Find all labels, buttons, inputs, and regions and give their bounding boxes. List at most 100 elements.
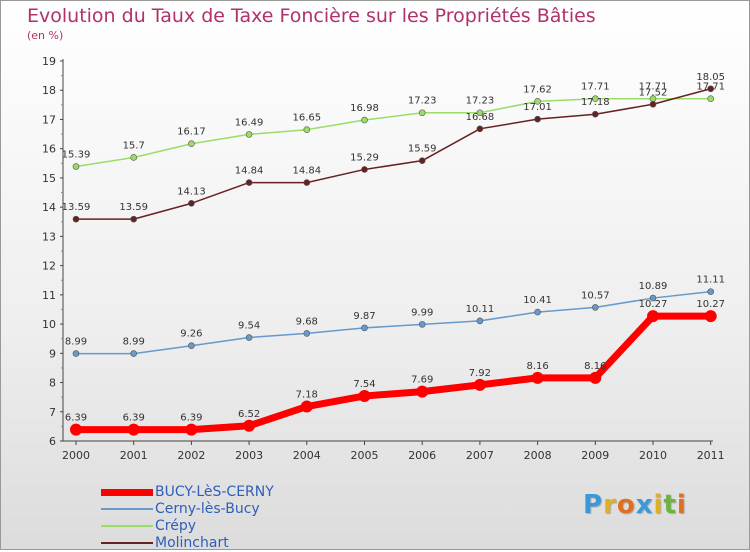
data-point xyxy=(72,215,80,223)
data-point xyxy=(589,371,602,384)
logo-letter: i xyxy=(676,490,687,520)
data-label: 8.99 xyxy=(123,337,145,348)
x-tick-label: 2009 xyxy=(581,449,609,462)
logo-letter: t xyxy=(663,490,677,520)
data-label: 7.54 xyxy=(353,379,375,390)
x-tick-label: 2001 xyxy=(120,449,148,462)
y-tick-label: 7 xyxy=(49,406,56,419)
data-point xyxy=(303,179,311,186)
data-label: 15.7 xyxy=(123,140,145,151)
y-tick-label: 12 xyxy=(42,260,56,273)
data-label: 18.05 xyxy=(696,72,725,83)
data-point xyxy=(245,179,253,186)
data-label: 17.62 xyxy=(523,84,552,95)
data-label: 17.18 xyxy=(581,97,610,108)
data-point xyxy=(591,110,599,118)
y-tick-label: 10 xyxy=(42,318,56,331)
data-label: 10.11 xyxy=(466,304,495,315)
y-tick-label: 18 xyxy=(42,84,56,97)
logo-letter: x xyxy=(635,490,654,520)
data-label: 16.65 xyxy=(292,113,321,124)
data-label: 8.16 xyxy=(526,361,548,372)
data-label: 8.99 xyxy=(65,337,87,348)
data-point xyxy=(591,304,599,311)
data-label: 13.59 xyxy=(62,202,91,213)
x-tick-label: 2010 xyxy=(639,449,667,462)
data-label: 9.87 xyxy=(353,311,375,322)
data-label: 16.98 xyxy=(350,103,379,114)
data-label: 17.52 xyxy=(639,87,668,98)
data-label: 14.84 xyxy=(292,166,321,177)
y-tick-label: 17 xyxy=(42,113,56,126)
data-label: 16.49 xyxy=(235,117,264,128)
x-tick-label: 2000 xyxy=(62,449,90,462)
data-label: 6.39 xyxy=(123,413,145,424)
data-point xyxy=(418,157,426,164)
data-point xyxy=(188,200,195,207)
data-label: 7.92 xyxy=(469,368,491,379)
data-point xyxy=(476,109,484,117)
data-point xyxy=(704,310,717,323)
data-point xyxy=(591,95,599,103)
data-point xyxy=(72,163,80,170)
legend-swatch xyxy=(101,525,153,527)
data-point xyxy=(534,98,541,105)
data-label: 17.71 xyxy=(581,82,610,93)
legend-label: Molinchart xyxy=(155,535,229,551)
data-label: 9.26 xyxy=(180,329,202,340)
data-point xyxy=(534,308,541,316)
data-point xyxy=(358,389,371,402)
data-point xyxy=(303,126,311,133)
data-point xyxy=(188,140,195,148)
data-label: 9.68 xyxy=(296,316,318,327)
chart-title: Evolution du Taux de Taxe Foncière sur l… xyxy=(27,5,596,27)
data-label: 14.84 xyxy=(235,166,264,177)
data-label: 6.39 xyxy=(65,413,87,424)
data-label: 9.54 xyxy=(238,321,260,332)
data-label: 7.18 xyxy=(296,390,318,401)
data-point xyxy=(418,321,426,328)
data-label: 7.69 xyxy=(411,375,433,386)
y-tick-label: 19 xyxy=(42,55,56,68)
data-label: 10.57 xyxy=(581,290,610,301)
data-label: 14.13 xyxy=(177,186,206,197)
legend-label: Cerny-lès-Bucy xyxy=(155,501,260,517)
data-point xyxy=(361,324,368,332)
y-tick-label: 6 xyxy=(49,435,56,448)
data-point xyxy=(473,378,486,391)
y-axis-unit: (en %) xyxy=(27,29,64,42)
x-tick-label: 2004 xyxy=(293,449,321,462)
data-label: 16.17 xyxy=(177,127,206,138)
data-point xyxy=(185,423,198,436)
x-tick-label: 2002 xyxy=(177,449,205,462)
data-point xyxy=(303,330,311,337)
data-point xyxy=(476,317,484,325)
data-label: 8.16 xyxy=(584,361,606,372)
series-line-3 xyxy=(76,88,711,220)
y-tick-label: 9 xyxy=(49,347,56,360)
series-line-1 xyxy=(76,290,711,355)
data-label: 15.39 xyxy=(62,150,91,161)
data-label: 17.71 xyxy=(639,82,668,93)
data-point xyxy=(707,85,715,93)
data-point xyxy=(72,350,80,357)
data-label: 10.27 xyxy=(696,299,725,310)
data-label: 16.68 xyxy=(466,112,495,123)
data-point xyxy=(243,419,256,432)
logo-letter: P xyxy=(583,490,604,520)
legend-swatch xyxy=(101,508,153,510)
data-point xyxy=(476,125,484,133)
y-tick-label: 14 xyxy=(42,201,56,214)
data-point xyxy=(130,215,137,223)
logo-letter: r xyxy=(603,490,617,520)
x-tick-label: 2008 xyxy=(524,449,552,462)
data-point xyxy=(649,294,657,302)
data-label: 17.71 xyxy=(696,82,725,93)
legend-label: BUCY-LèS-CERNY xyxy=(155,484,274,500)
data-point xyxy=(127,423,140,436)
legend-swatch xyxy=(101,542,153,544)
data-point xyxy=(70,423,82,436)
x-tick-label: 2011 xyxy=(697,449,725,462)
data-point xyxy=(188,342,195,350)
